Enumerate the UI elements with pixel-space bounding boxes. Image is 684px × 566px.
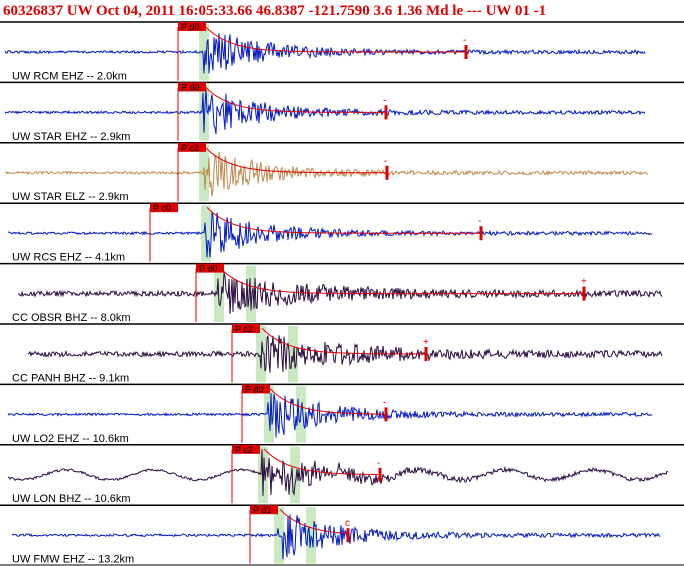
pick-window (288, 326, 298, 383)
waveform (4, 89, 646, 135)
coda-end-label: - (383, 397, 386, 408)
coda-end-label: - (377, 458, 380, 469)
pick-label: P d1 (253, 505, 271, 515)
channel-label: UW FMW EHZ -- 13.2km (12, 554, 134, 566)
coda-end-label: - (383, 95, 386, 106)
pick-box (232, 324, 260, 333)
channel-label: CC OBSR BHZ -- 8.0km (12, 312, 131, 324)
coda-end-label: + (423, 337, 429, 348)
coda-end-label: - (463, 35, 466, 46)
waveform (8, 211, 653, 258)
coda-curve (219, 267, 583, 295)
coda-end (378, 467, 382, 482)
coda-curve (261, 327, 424, 355)
pick-box (178, 142, 206, 152)
coda-end (479, 226, 483, 241)
pick-label: P c2 (235, 445, 253, 455)
coda-end (582, 286, 586, 301)
channel-label: UW LO2 EHZ -- 10.6km (12, 433, 129, 445)
pick-window (199, 24, 209, 81)
pick-window (199, 84, 209, 141)
channel-label: UW STAR ELZ -- 2.9km (12, 191, 129, 203)
pick-box (250, 505, 278, 515)
channel-label: UW LON BHZ -- 10.6km (12, 493, 131, 505)
pick-box (178, 82, 206, 92)
coda-curve (204, 86, 385, 113)
waveform (8, 449, 669, 496)
pick-box (232, 444, 260, 454)
coda-end (384, 105, 388, 120)
coda-curve (206, 207, 480, 234)
pick-window (256, 326, 266, 383)
event-header: 60326837 UW Oct 04, 2011 16:05:33.66 46.… (3, 3, 546, 19)
pick-box (178, 22, 206, 31)
coda-end (385, 165, 389, 180)
channel-label: UW RCM EHZ -- 2.0km (12, 70, 127, 82)
pick-label: P c2 (235, 324, 253, 334)
coda-end (424, 347, 428, 361)
pick-box (196, 263, 224, 273)
pick-box (242, 384, 270, 394)
waveform (7, 393, 653, 438)
coda-end-label: - (478, 216, 481, 227)
pick-label: P c0 (153, 203, 171, 213)
pick-window (246, 265, 256, 322)
coda-end (384, 407, 388, 422)
waveform (4, 33, 646, 74)
coda-end-label: c (345, 518, 350, 529)
coda-curve (269, 388, 384, 415)
coda-curve (279, 509, 347, 534)
channel-label: UW STAR EHZ -- 2.9km (12, 131, 130, 143)
coda-end-label: - (384, 156, 387, 167)
waveform (4, 151, 649, 197)
channel-label: CC PANH BHZ -- 9.1km (12, 372, 129, 384)
coda-end (346, 528, 350, 543)
pick-box (150, 203, 178, 213)
coda-curve (204, 146, 385, 174)
pick-window (290, 446, 300, 504)
waveform (11, 514, 661, 560)
pick-label: P d0 (181, 22, 199, 32)
pick-label: P d0 (245, 384, 263, 394)
pick-label: P d0 (181, 82, 199, 92)
coda-end (464, 45, 468, 59)
pick-label: P c2 (181, 143, 199, 153)
pick-window (306, 507, 316, 564)
channel-label: UW RCS EHZ -- 4.1km (12, 252, 125, 264)
coda-end-label: + (581, 277, 587, 288)
coda-curve (204, 25, 466, 53)
coda-curve (263, 448, 378, 475)
pick-label: P d0 (199, 264, 217, 274)
waveform (27, 335, 663, 373)
